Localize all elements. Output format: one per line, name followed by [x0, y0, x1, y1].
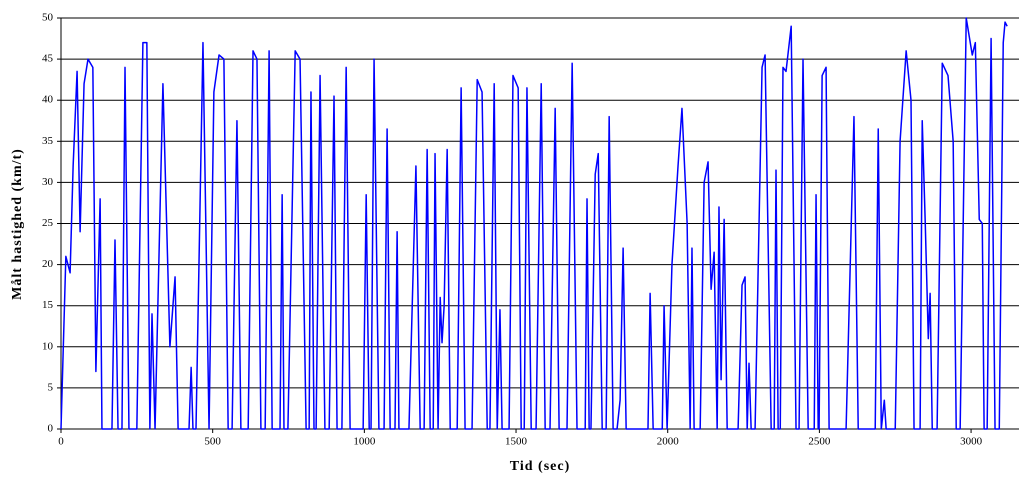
y-tick-label: 50 — [42, 12, 54, 24]
x-tick-label: 3000 — [960, 436, 983, 448]
y-tick-label: 20 — [42, 258, 54, 270]
y-tick-label: 5 — [48, 381, 54, 393]
y-tick-label: 45 — [42, 53, 54, 65]
x-axis-title: Tid (sec) — [510, 459, 570, 474]
x-tick-label: 1000 — [353, 436, 376, 448]
y-tick-label: 30 — [42, 176, 54, 188]
y-tick-label: 40 — [42, 94, 54, 106]
y-tick-label: 25 — [42, 217, 54, 229]
line-series — [60, 17, 1008, 430]
y-tick-label: 15 — [42, 299, 54, 311]
x-tick-label: 2000 — [657, 436, 680, 448]
y-tick-label: 10 — [42, 340, 54, 352]
y-tick-label: 35 — [42, 135, 54, 147]
y-tick-label: 0 — [48, 423, 54, 435]
x-tick-label: 500 — [204, 436, 221, 448]
x-tick-label: 1500 — [505, 436, 528, 448]
x-tick-label: 2500 — [808, 436, 831, 448]
x-tick-label: 0 — [58, 436, 64, 448]
y-axis-title: Målt hastighed (km/t) — [10, 148, 25, 300]
